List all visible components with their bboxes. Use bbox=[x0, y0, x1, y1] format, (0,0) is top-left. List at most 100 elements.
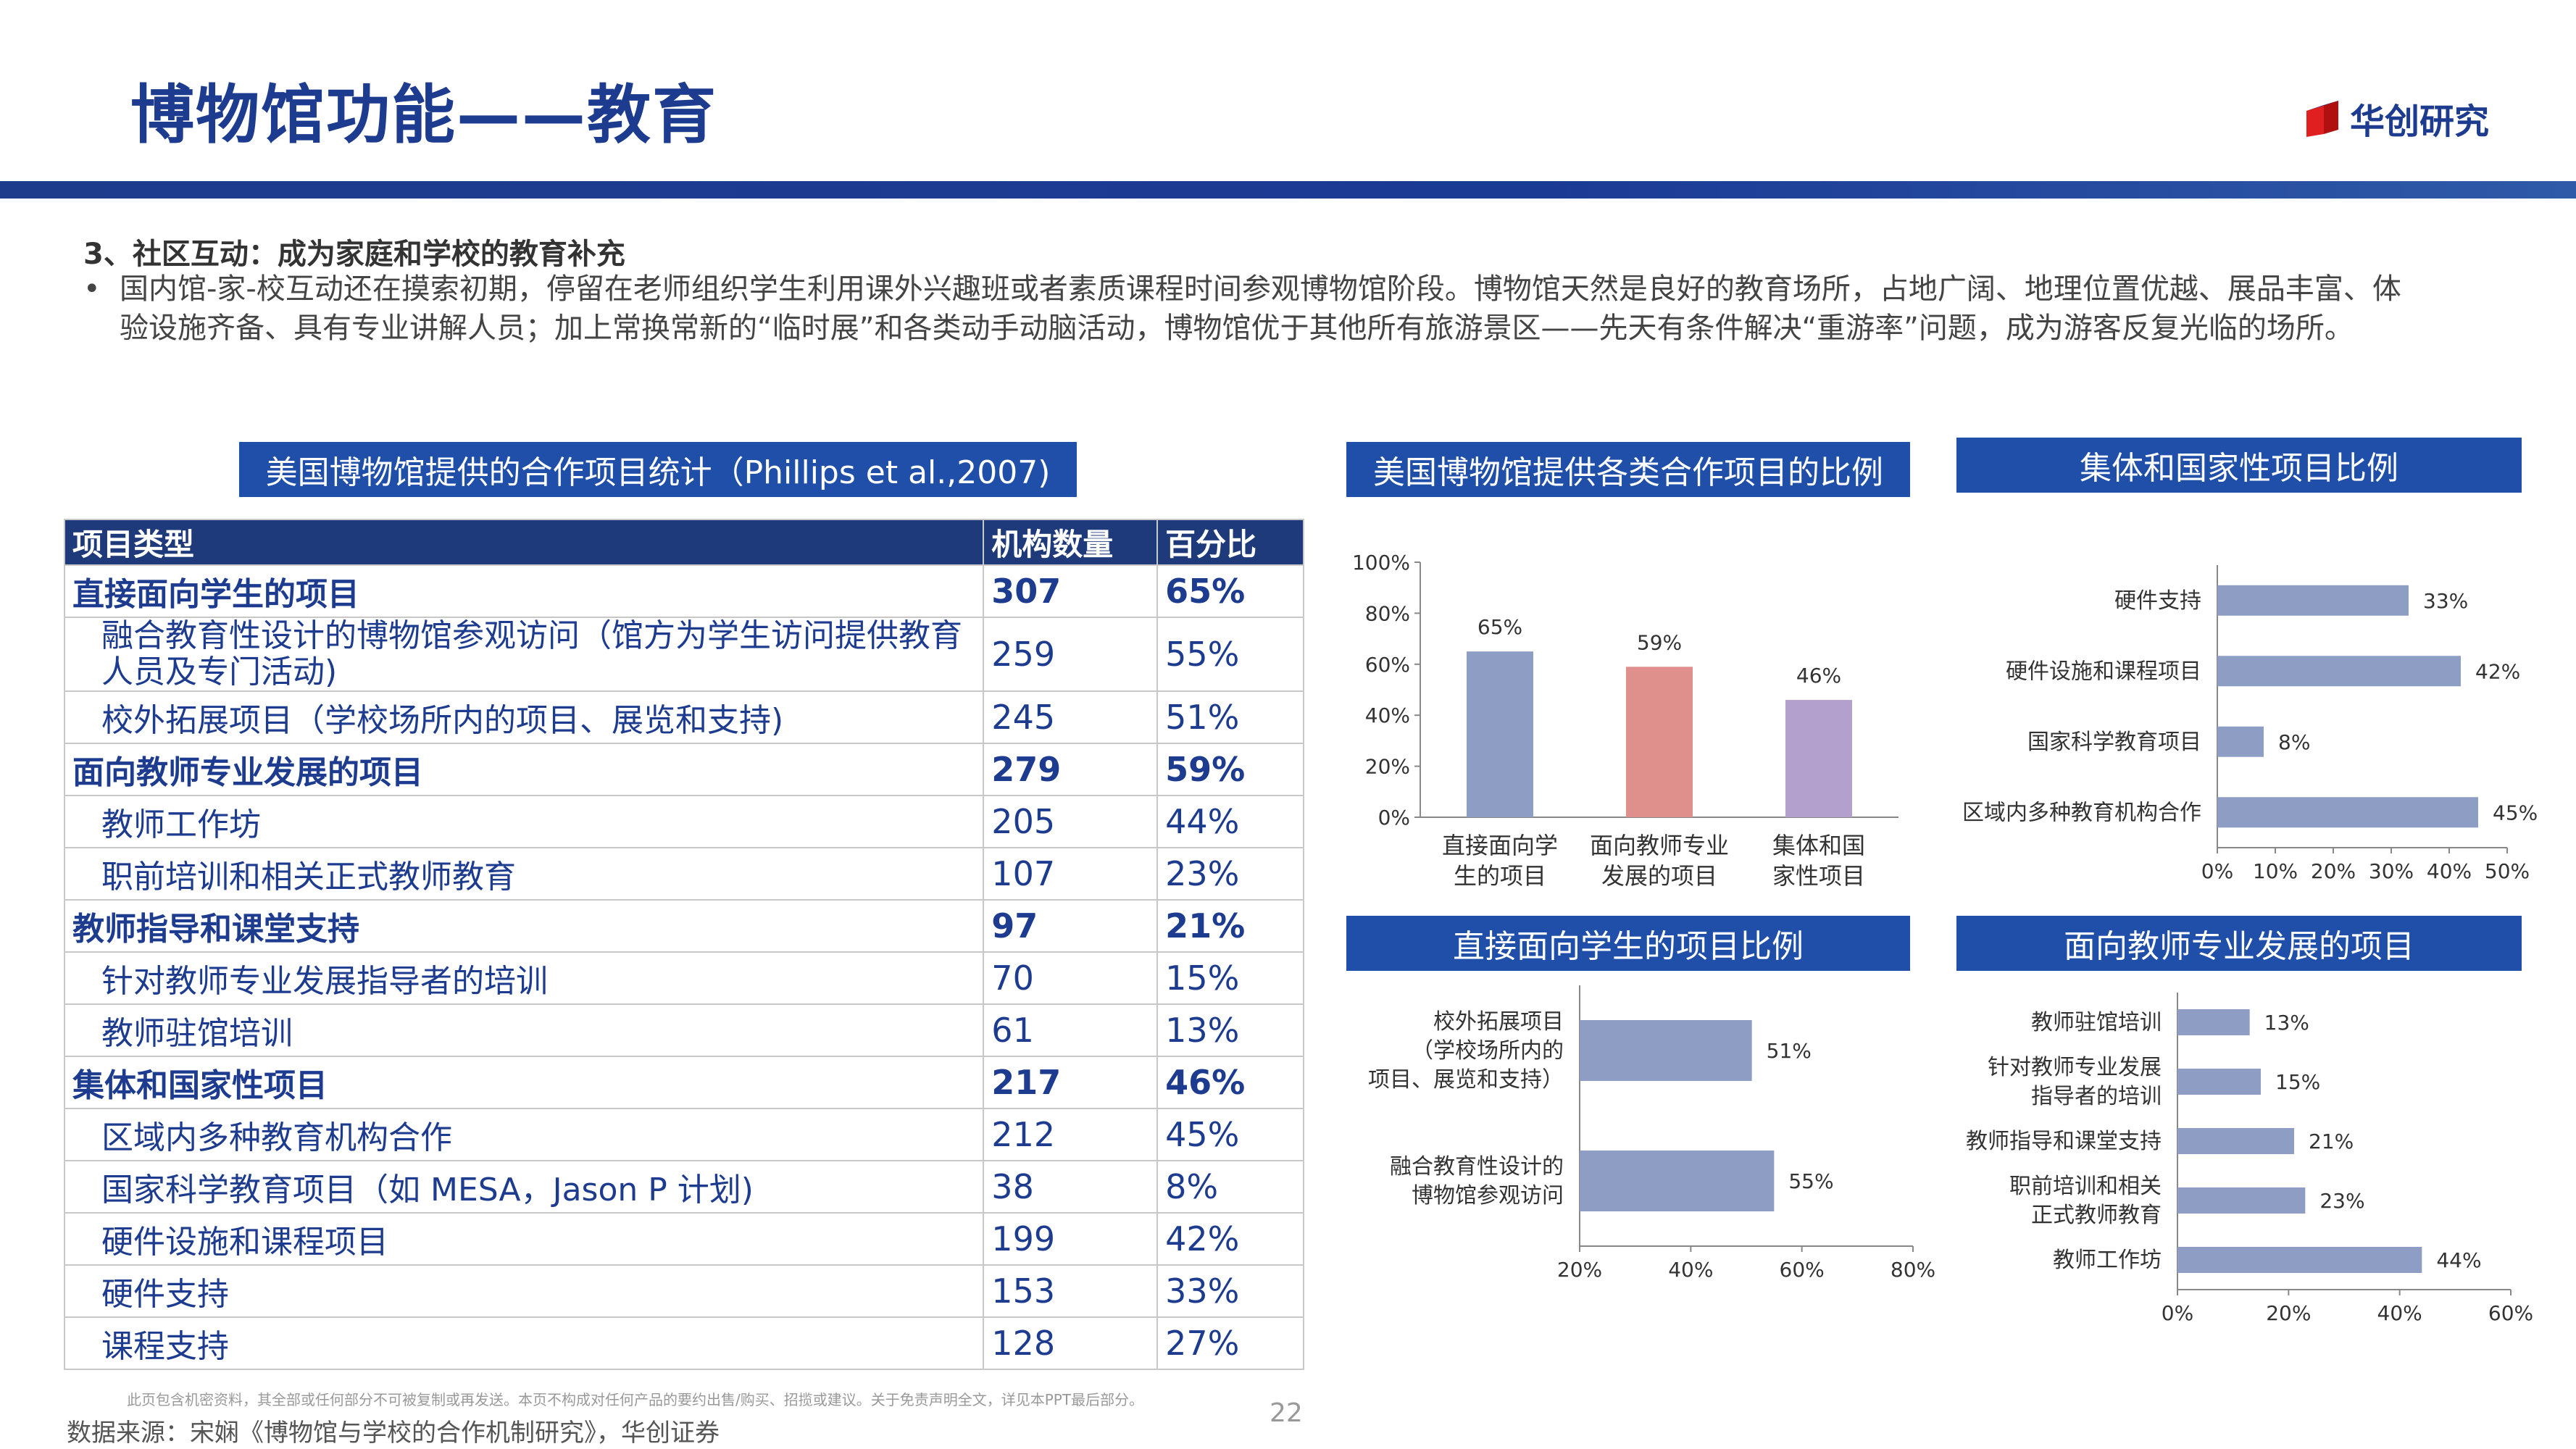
table-group-row: 直接面向学生的项目 307 65% bbox=[63, 564, 1304, 618]
x-tick-label: 30% bbox=[2369, 859, 2414, 883]
row-pct: 51% bbox=[1156, 690, 1304, 744]
category-label: 硬件设施和课程项目 bbox=[2006, 659, 2201, 684]
category-label: 直接面向学 bbox=[1442, 832, 1558, 859]
header-count: 机构数量 bbox=[983, 519, 1159, 566]
category-label: 硬件支持 bbox=[2114, 588, 2201, 614]
data-label: 46% bbox=[1796, 664, 1841, 688]
row-label: 硬件设施和课程项目 bbox=[63, 1212, 985, 1266]
bar bbox=[1626, 667, 1693, 817]
row-pct: 13% bbox=[1156, 1003, 1304, 1057]
x-tick-label: 20% bbox=[2311, 859, 2356, 883]
x-tick-label: 40% bbox=[2377, 1301, 2422, 1325]
row-count: 217 bbox=[983, 1056, 1159, 1109]
header-pct: 百分比 bbox=[1156, 519, 1304, 566]
data-label: 8% bbox=[2278, 730, 2310, 754]
bar bbox=[2217, 797, 2478, 828]
row-count: 38 bbox=[983, 1160, 1159, 1214]
page-number: 22 bbox=[1270, 1398, 1303, 1428]
logo-text: 华创研究 bbox=[2349, 101, 2489, 142]
row-count: 307 bbox=[983, 564, 1159, 618]
bullet-paragraph: • 国内馆-家-校互动还在摸索初期，停留在老师组织学生利用课外兴趣班或者素质课程… bbox=[83, 270, 2424, 348]
bar bbox=[1785, 700, 1852, 817]
row-pct: 8% bbox=[1156, 1160, 1304, 1214]
row-pct: 27% bbox=[1156, 1316, 1304, 1370]
page-title: 博物馆功能——教育 bbox=[130, 78, 718, 152]
x-tick-label: 80% bbox=[1891, 1258, 1935, 1282]
category-label: 融合教育性设计的 bbox=[1390, 1154, 1564, 1179]
y-tick-label: 80% bbox=[1365, 601, 1410, 625]
data-label: 51% bbox=[1767, 1039, 1812, 1063]
bullet-text: 国内馆-家-校互动还在摸索初期，停留在老师组织学生利用课外兴趣班或者素质课程时间… bbox=[120, 272, 2401, 345]
row-pct: 59% bbox=[1156, 743, 1304, 796]
x-tick-label: 10% bbox=[2253, 859, 2298, 883]
row-count: 153 bbox=[983, 1264, 1159, 1318]
row-pct: 55% bbox=[1156, 617, 1304, 692]
table-row: 硬件支持 153 33% bbox=[63, 1264, 1304, 1318]
x-tick-label: 40% bbox=[1668, 1258, 1713, 1282]
category-label: 家性项目 bbox=[1772, 862, 1865, 890]
row-label: 针对教师专业发展指导者的培训 bbox=[63, 951, 985, 1005]
x-tick-label: 50% bbox=[2485, 859, 2530, 883]
table-group-row: 面向教师专业发展的项目 279 59% bbox=[63, 743, 1304, 796]
category-label: 博物馆参观访问 bbox=[1412, 1183, 1564, 1208]
x-tick-label: 60% bbox=[2488, 1301, 2533, 1325]
y-tick-label: 0% bbox=[1378, 806, 1410, 830]
bar bbox=[2177, 1187, 2306, 1214]
row-label: 硬件支持 bbox=[63, 1264, 985, 1318]
table-row: 教师工作坊 205 44% bbox=[63, 795, 1304, 848]
cooperation-stats-table: 项目类型 机构数量 百分比 直接面向学生的项目 307 65% 融合教育性设计的博物馆… bbox=[63, 519, 1304, 1370]
category-label: 面向教师专业 bbox=[1590, 832, 1729, 859]
chart-student-projects: 20% 40% 60% 80% 51% 校外拓展项目 （学校场所内的项目、展览和支持） 55%… bbox=[1368, 985, 1935, 1282]
data-label: 65% bbox=[1477, 615, 1522, 639]
row-label: 国家科学教育项目（如 MESA，Jason P 计划) bbox=[63, 1160, 985, 1214]
bar bbox=[1580, 1020, 1752, 1081]
row-label: 直接面向学生的项目 bbox=[63, 564, 985, 618]
row-pct: 65% bbox=[1156, 564, 1304, 618]
x-tick-label: 40% bbox=[2427, 859, 2472, 883]
row-count: 245 bbox=[983, 690, 1159, 744]
row-label: 区域内多种教育机构合作 bbox=[63, 1108, 985, 1161]
data-label: 55% bbox=[1788, 1169, 1833, 1193]
table-row: 区域内多种教育机构合作 212 45% bbox=[63, 1108, 1304, 1161]
y-tick-label: 100% bbox=[1352, 551, 1410, 575]
table-row: 课程支持 128 27% bbox=[63, 1316, 1304, 1370]
row-label: 面向教师专业发展的项目 bbox=[63, 743, 985, 796]
chart4-title: 面向教师专业发展的项目 bbox=[1956, 916, 2522, 971]
x-tick-label: 20% bbox=[1557, 1258, 1602, 1282]
data-label: 23% bbox=[2319, 1189, 2364, 1213]
row-count: 70 bbox=[983, 951, 1159, 1005]
category-label: 国家科学教育项目 bbox=[2027, 730, 2201, 755]
table-group-row: 集体和国家性项目 217 46% bbox=[63, 1056, 1304, 1109]
row-label: 融合教育性设计的博物馆参观访问（馆方为学生访问提供教育人员及专门活动) bbox=[63, 617, 985, 692]
row-pct: 46% bbox=[1156, 1056, 1304, 1109]
row-count: 61 bbox=[983, 1003, 1159, 1057]
category-label: 校外拓展项目 bbox=[1433, 1009, 1564, 1035]
bar bbox=[1580, 1151, 1775, 1211]
row-label: 校外拓展项目（学校场所内的项目、展览和支持) bbox=[63, 690, 985, 744]
row-pct: 15% bbox=[1156, 951, 1304, 1005]
table-row: 教师驻馆培训 61 13% bbox=[63, 1003, 1304, 1057]
category-label: 职前培训和相关 bbox=[2009, 1174, 2162, 1199]
bar bbox=[1467, 651, 1533, 817]
row-pct: 45% bbox=[1156, 1108, 1304, 1161]
chart2-title: 集体和国家性项目比例 bbox=[1956, 438, 2522, 493]
category-label: 教师驻馆培训 bbox=[2031, 1010, 2162, 1035]
bar bbox=[2217, 656, 2461, 687]
category-label: 针对教师专业发展 bbox=[1988, 1055, 2162, 1080]
data-source: 数据来源：宋娴《博物馆与学校的合作机制研究》，华创证券 bbox=[67, 1419, 720, 1448]
table-group-row: 教师指导和课堂支持 97 21% bbox=[63, 899, 1304, 953]
category-label: 教师指导和课堂支持 bbox=[1966, 1129, 2162, 1154]
row-count: 107 bbox=[983, 847, 1159, 901]
table-row: 融合教育性设计的博物馆参观访问（馆方为学生访问提供教育人员及专门活动) 259 55… bbox=[63, 617, 1304, 692]
row-label: 课程支持 bbox=[63, 1316, 985, 1370]
category-label: 发展的项目 bbox=[1601, 862, 1717, 890]
row-label: 集体和国家性项目 bbox=[63, 1056, 985, 1109]
x-tick-label: 0% bbox=[2162, 1301, 2193, 1325]
category-label: 集体和国 bbox=[1772, 832, 1865, 859]
data-label: 15% bbox=[2275, 1070, 2320, 1094]
category-label: 指导者的培训 bbox=[2031, 1084, 2162, 1109]
header-type: 项目类型 bbox=[63, 519, 985, 566]
row-pct: 44% bbox=[1156, 795, 1304, 848]
bar bbox=[2177, 1128, 2294, 1154]
table-row: 校外拓展项目（学校场所内的项目、展览和支持) 245 51% bbox=[63, 690, 1304, 744]
